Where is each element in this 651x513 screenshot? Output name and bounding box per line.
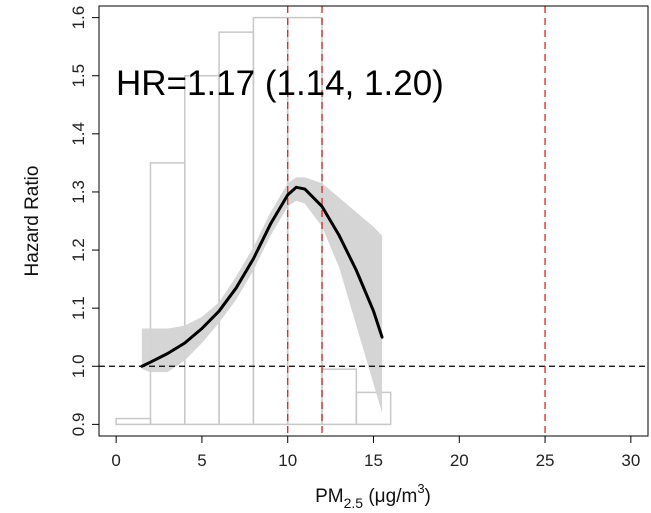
- series-group: [140, 185, 384, 368]
- x-axis-title-close: ): [425, 486, 431, 507]
- x-tick-label: 0: [111, 451, 120, 470]
- x-tick-label: 25: [536, 451, 555, 470]
- histogram-bar: [321, 368, 358, 426]
- histogram-bar: [149, 162, 186, 426]
- histogram: [115, 16, 392, 426]
- x-axis-title: PM2.5 (μg/m3): [315, 481, 431, 511]
- series-line: [140, 185, 384, 368]
- x-tick-label: 20: [450, 451, 469, 470]
- y-tick-label: 0.9: [69, 413, 88, 437]
- confidence-band: [141, 177, 383, 413]
- hr-annotation: HR=1.17 (1.14, 1.20): [116, 64, 444, 103]
- x-tick-label: 15: [364, 451, 383, 470]
- x-axis-title-main: PM: [315, 486, 344, 507]
- y-tick-label: 1.1: [69, 296, 88, 320]
- y-tick-label: 1.5: [69, 64, 88, 88]
- x-axis-title-sub: 2.5: [344, 495, 364, 511]
- x-tick-label: 10: [278, 451, 297, 470]
- y-axis-title: Hazard Ratio: [22, 166, 43, 277]
- confidence-band-area: [141, 177, 383, 413]
- x-axis: 0 5 10 15 20 25 30: [111, 435, 640, 470]
- x-tick-label: 30: [621, 451, 640, 470]
- x-axis-title-unit: (μg/m: [363, 486, 417, 507]
- y-tick-label: 1.2: [69, 238, 88, 262]
- y-axis: 0.9 1.0 1.1 1.2 1.3 1.4 1.5 1.6: [69, 6, 100, 437]
- histogram-bar: [355, 391, 392, 426]
- x-tick-label: 5: [197, 451, 206, 470]
- y-tick-label: 1.3: [69, 180, 88, 204]
- y-tick-label: 1.4: [69, 122, 88, 146]
- y-tick-label: 1.6: [69, 6, 88, 30]
- y-tick-label: 1.0: [69, 354, 88, 378]
- x-axis-title-sup: 3: [417, 481, 424, 496]
- histogram-bar: [115, 417, 152, 426]
- histogram-bar: [184, 74, 220, 426]
